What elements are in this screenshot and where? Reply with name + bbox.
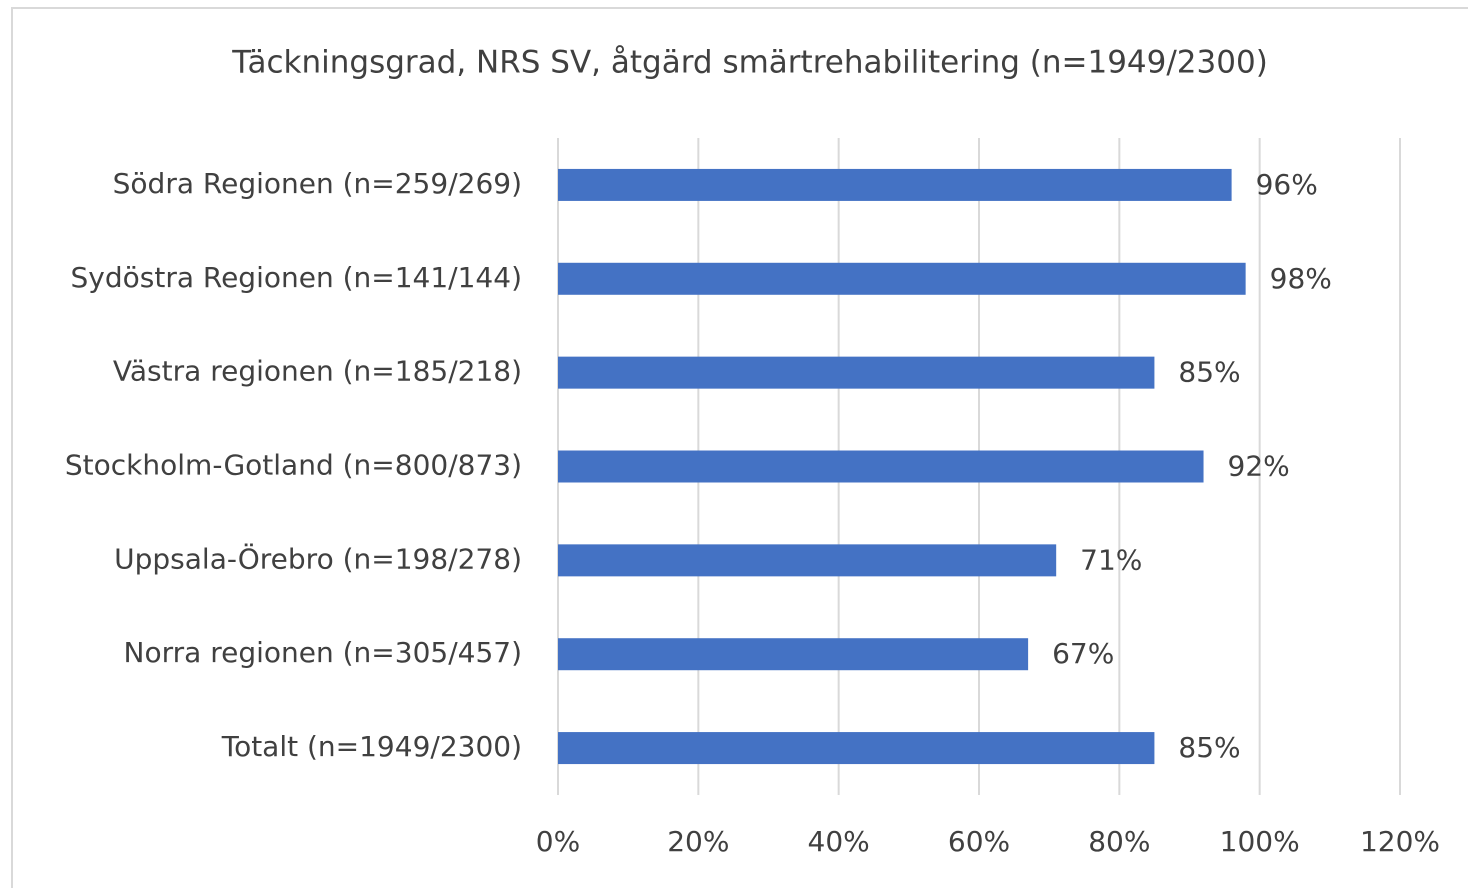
y-tick-label: Västra regionen (n=185/218) — [113, 355, 522, 388]
x-tick-label: 60% — [948, 825, 1010, 858]
data-label: 71% — [1080, 543, 1142, 576]
x-tick-label: 20% — [667, 825, 729, 858]
x-tick-label: 80% — [1088, 825, 1150, 858]
y-tick-label: Sydöstra Regionen (n=141/144) — [71, 261, 523, 294]
bar — [558, 638, 1029, 671]
bar — [558, 262, 1246, 295]
y-tick-label: Norra regionen (n=305/457) — [124, 636, 522, 669]
x-tick-label: 100% — [1220, 825, 1300, 858]
bar — [558, 168, 1232, 201]
x-tick-label: 120% — [1360, 825, 1440, 858]
bar — [558, 544, 1057, 577]
bar — [558, 450, 1204, 483]
y-tick-label: Totalt (n=1949/2300) — [221, 730, 522, 763]
data-label: 67% — [1052, 637, 1114, 670]
bar — [558, 732, 1155, 765]
data-label: 92% — [1228, 450, 1290, 483]
data-label: 96% — [1256, 168, 1318, 201]
x-tick-label: 40% — [808, 825, 870, 858]
y-tick-label: Stockholm-Gotland (n=800/873) — [65, 449, 522, 482]
y-tick-label: Södra Regionen (n=259/269) — [113, 167, 522, 200]
y-tick-label: Uppsala-Örebro (n=198/278) — [114, 541, 522, 575]
x-tick-label: 0% — [536, 825, 580, 858]
bar — [558, 356, 1155, 389]
data-label: 85% — [1178, 731, 1240, 764]
chart-title: Täckningsgrad, NRS SV, åtgärd smärtrehab… — [231, 45, 1268, 81]
data-label: 85% — [1178, 356, 1240, 389]
data-label: 98% — [1270, 262, 1332, 295]
